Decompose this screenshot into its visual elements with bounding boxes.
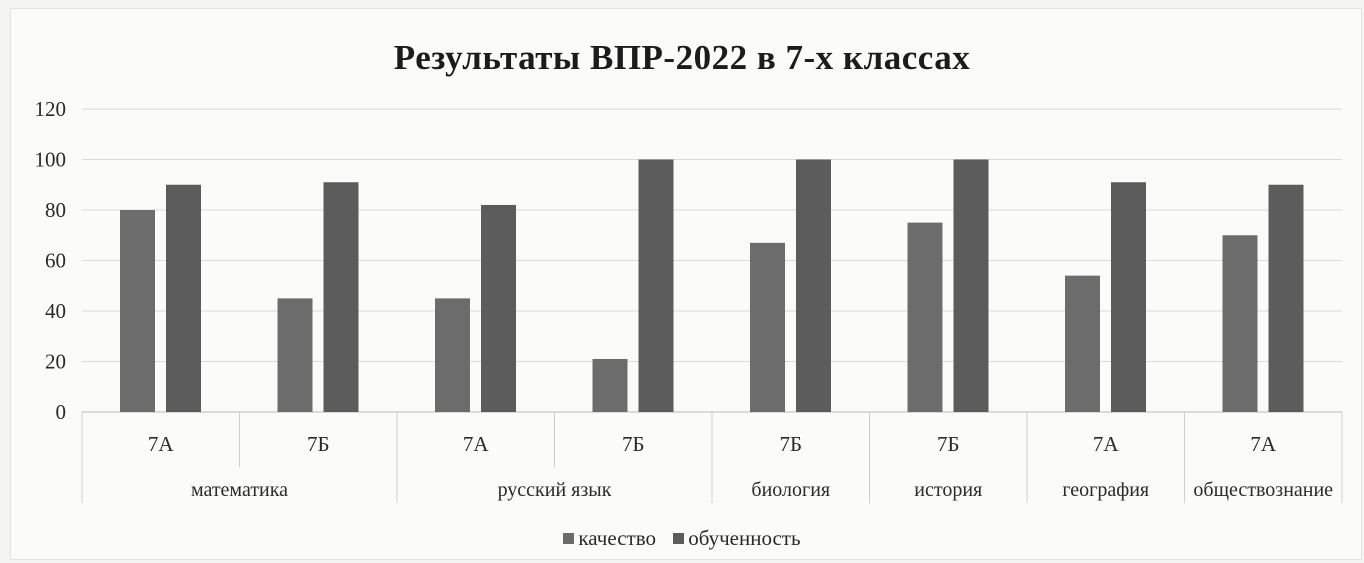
x-tick-label: 7Б — [779, 432, 802, 456]
chart-legend: качество обученность — [0, 526, 1364, 551]
bar-learning — [323, 182, 359, 412]
bar-quality — [750, 242, 785, 412]
y-tick-label: 100 — [35, 148, 67, 172]
x-tick-label: 7А — [148, 432, 175, 456]
y-tick-label: 120 — [35, 97, 67, 121]
x-group-label: география — [1062, 479, 1149, 501]
y-tick-label: 80 — [45, 198, 66, 222]
legend-label-quality: качество — [578, 526, 656, 550]
bar-quality — [907, 222, 943, 412]
bar-quality — [1065, 275, 1100, 412]
legend-label-learning: обученность — [688, 526, 801, 550]
legend-swatch-learning — [673, 533, 685, 544]
chart-title: Результаты ВПР-2022 в 7-х классах — [393, 38, 971, 77]
x-group-label: обществознание — [1193, 479, 1333, 501]
x-tick-label: 7А — [1093, 432, 1120, 456]
bar-learning — [953, 159, 989, 412]
bar-learning — [481, 204, 516, 412]
bar-quality — [592, 358, 628, 412]
y-tick-label: 20 — [45, 350, 66, 374]
legend-item-learning: обученность — [673, 526, 801, 551]
x-tick-label: 7А — [463, 432, 490, 456]
bar-learning — [1268, 184, 1304, 412]
bar-quality — [1222, 235, 1258, 412]
bar-learning — [1111, 182, 1146, 412]
x-group-label: история — [914, 479, 982, 501]
x-tick-label: 7А — [1250, 432, 1277, 456]
bar-quality — [435, 298, 470, 412]
bar-quality — [120, 210, 155, 412]
x-group-label: биология — [751, 479, 830, 501]
legend-item-quality: качество — [563, 526, 656, 551]
bar-learning — [166, 184, 201, 412]
y-tick-label: 0 — [56, 400, 67, 424]
legend-swatch-quality — [563, 533, 575, 544]
x-tick-label: 7Б — [307, 432, 330, 456]
y-tick-label: 60 — [45, 249, 66, 273]
x-group-label: математика — [191, 479, 288, 501]
y-tick-label: 40 — [45, 299, 66, 323]
x-tick-label: 7Б — [937, 432, 960, 456]
bar-learning — [638, 159, 674, 412]
bar-quality — [277, 298, 313, 412]
x-tick-label: 7Б — [622, 432, 645, 456]
x-group-label: русский язык — [498, 479, 612, 501]
bar-learning — [796, 159, 831, 412]
